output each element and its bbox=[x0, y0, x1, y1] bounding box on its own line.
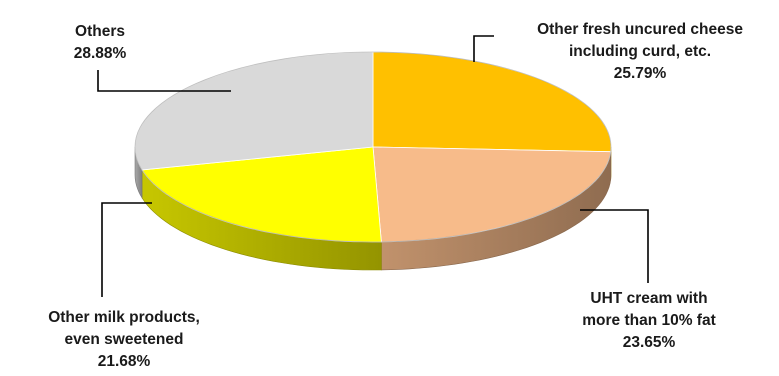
slice-name-3: Others bbox=[75, 23, 125, 40]
slice-percent-2: 21.68% bbox=[98, 353, 151, 370]
pie-rim bbox=[134, 51, 612, 243]
pie-tops bbox=[134, 51, 612, 243]
slice-label-3: Others 28.88% bbox=[74, 23, 231, 92]
leader-line-1 bbox=[580, 209, 649, 283]
pie-slice-2 bbox=[141, 146, 382, 243]
leader-line-0 bbox=[473, 35, 494, 62]
pie-slice-3 bbox=[134, 51, 374, 171]
slice-percent-0: 25.79% bbox=[614, 65, 667, 82]
slice-name-2: even sweetened bbox=[65, 331, 184, 348]
leader-line-2 bbox=[101, 202, 152, 297]
slice-name-0: including curd, etc. bbox=[569, 43, 711, 60]
pie-slice-1 bbox=[372, 146, 612, 243]
slice-percent-3: 28.88% bbox=[74, 45, 127, 62]
slice-label-2: Other milk products, even sweetened 21.68% bbox=[48, 202, 200, 370]
slice-label-1: UHT cream with more than 10% fat 23.65% bbox=[580, 209, 716, 351]
pie-slice-0 bbox=[372, 51, 612, 153]
slice-label-0: Other fresh uncured cheese including curd… bbox=[473, 21, 743, 82]
slice-name-2: Other milk products, bbox=[48, 309, 200, 326]
slice-name-1: more than 10% fat bbox=[582, 312, 716, 329]
slice-name-0: Other fresh uncured cheese bbox=[537, 21, 743, 38]
slice-percent-1: 23.65% bbox=[623, 334, 676, 351]
slice-name-1: UHT cream with bbox=[590, 290, 707, 307]
pie-labels: Other fresh uncured cheese including curd… bbox=[48, 21, 743, 370]
leader-line-3 bbox=[97, 70, 231, 92]
